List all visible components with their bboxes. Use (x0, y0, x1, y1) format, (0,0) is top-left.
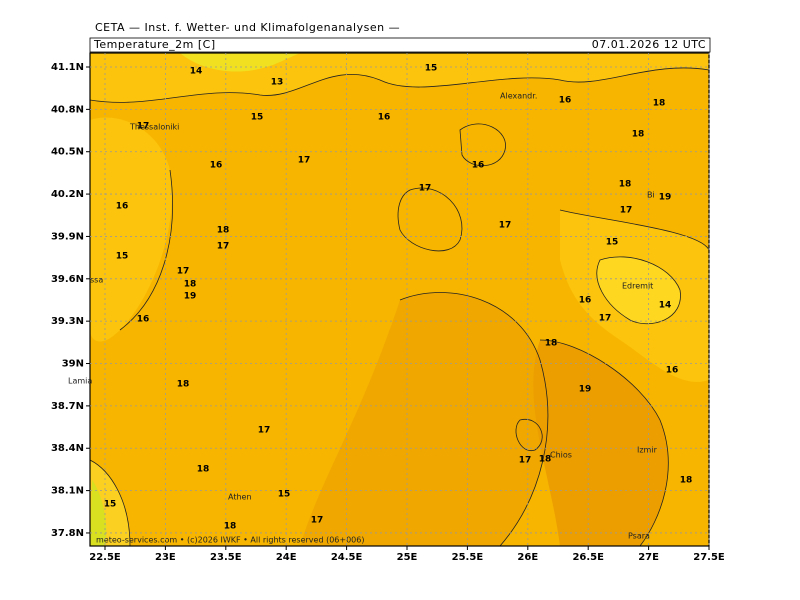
contour-label: 18 (680, 476, 693, 486)
contour-label: 17 (137, 122, 150, 132)
place-label: Bi (647, 191, 655, 200)
contour-label: 18 (539, 455, 552, 465)
lat-label: 39.3N (51, 316, 84, 327)
contour-label: 15 (104, 500, 117, 510)
contour-label: 15 (606, 238, 619, 248)
place-label: Thessaloniki (129, 123, 179, 132)
place-label: Lamia (68, 377, 92, 386)
place-label: ssa (90, 276, 103, 285)
contour-label: 18 (197, 465, 210, 475)
place-label: Alexandr. (500, 92, 537, 101)
lat-label: 38.1N (51, 486, 84, 497)
place-label: Chios (550, 451, 572, 460)
footer: meteo-services.com • (c)2026 IWKF • All … (96, 536, 364, 545)
contour-label: 16 (472, 161, 485, 171)
contour-label: 19 (184, 292, 197, 302)
contour-label: 16 (210, 161, 223, 171)
contour-label: 18 (545, 339, 558, 349)
contour-label: 16 (666, 366, 679, 376)
contour-label: 17 (298, 156, 311, 166)
contour-label: 18 (224, 522, 237, 532)
lon-label: 24.5E (331, 552, 363, 563)
contour-label: 15 (251, 113, 264, 123)
lon-label: 23E (155, 552, 176, 563)
contour-label: 15 (116, 252, 129, 262)
lon-label: 26.5E (572, 552, 604, 563)
lat-label: 38.7N (51, 401, 84, 412)
datetime: 07.01.2026 12 UTC (592, 38, 706, 51)
contour-label: 14 (659, 301, 672, 311)
contour-label: 18 (632, 130, 645, 140)
contour-label: 14 (190, 67, 203, 77)
lat-label: 39.6N (51, 274, 84, 285)
contour-label: 17 (599, 314, 612, 324)
header-title: CETA — Inst. f. Wetter- und Klimafolgena… (95, 21, 400, 34)
contour-label: 16 (559, 96, 572, 106)
lat-label: 41.1N (51, 62, 84, 73)
lat-label: 40.2N (51, 189, 84, 200)
contour-label: 16 (137, 315, 150, 325)
contour-label: 16 (579, 296, 592, 306)
contour-label: 17 (620, 206, 633, 216)
contour-label: 19 (659, 193, 672, 203)
contour-label: 16 (116, 202, 129, 212)
lon-label: 23.5E (210, 552, 242, 563)
place-label: Athen (228, 493, 252, 502)
lon-label: 22.5E (89, 552, 121, 563)
lon-label: 27.5E (693, 552, 725, 563)
header-box (89, 37, 711, 53)
variable: Temperature_2m [C] (93, 38, 216, 51)
contour-label: 17 (499, 221, 512, 231)
contour-label: 13 (271, 78, 284, 88)
contour-label: 17 (258, 426, 271, 436)
place-label: Izmir (637, 446, 658, 455)
lat-label: 37.8N (51, 528, 84, 539)
contour-label: 19 (579, 385, 592, 395)
contour-label: 16 (378, 113, 391, 123)
lon-label: 25E (397, 552, 418, 563)
contour-label: 17 (519, 456, 532, 466)
contour-label: 18 (217, 226, 230, 236)
contour-label: 18 (184, 280, 197, 290)
contour-label: 17 (419, 184, 432, 194)
lat-label: 39.9N (51, 231, 84, 242)
lat-label: 39N (62, 359, 84, 370)
lon-label: 25.5E (452, 552, 484, 563)
contour-label: 15 (278, 490, 291, 500)
lat-label: 40.5N (51, 147, 84, 158)
contour-label: 18 (619, 180, 632, 190)
lon-label: 26E (517, 552, 538, 563)
contour-label: 18 (653, 99, 666, 109)
contour-label: 17 (311, 516, 324, 526)
lat-label: 40.8N (51, 104, 84, 115)
contour-label: 15 (425, 64, 438, 74)
place-label: Edremit (622, 282, 653, 291)
map-field (90, 53, 709, 546)
lat-label: 38.4N (51, 443, 84, 454)
contour-label: 17 (217, 242, 230, 252)
contour-label: 18 (177, 380, 190, 390)
lon-label: 24E (276, 552, 297, 563)
contour-label: 17 (177, 267, 190, 277)
place-label: Psara (628, 532, 650, 541)
lon-label: 27E (638, 552, 659, 563)
